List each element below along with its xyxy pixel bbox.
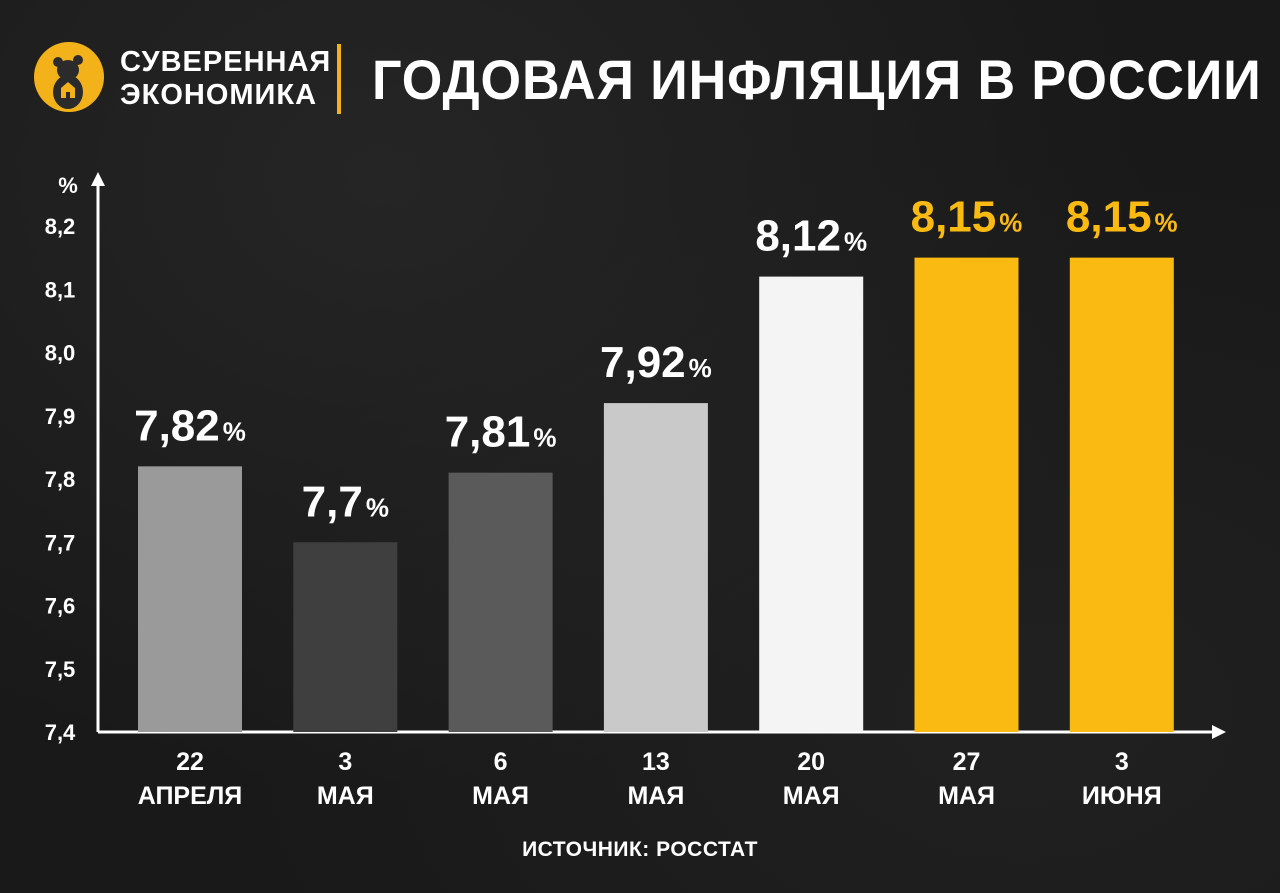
x-tick-label: 22 [176,748,204,776]
y-tick-label: 7,9 [45,404,76,429]
y-axis-unit: % [58,173,78,198]
bar [914,257,1019,732]
bar [293,542,398,732]
source-note: ИСТОЧНИК: РОССТАТ [522,838,758,861]
value-labels: 7,82 % 7,7 % 7,81 % 7,92 % 8,12% 8,15% 8,15% [134,193,1178,527]
bar-chart: % 7,47,57,67,77,87,98,08,18,2 7,82 %7,7 %7… [45,172,1226,810]
header-divider [337,44,341,114]
bar [138,466,242,732]
bars [138,257,1174,732]
brand-line-1: СУВЕРЕННАЯ [120,46,332,78]
x-tick-label: 3 [338,748,352,776]
data-label: 7,81% [445,408,557,457]
bar [448,472,553,732]
brand-name: СУВЕРЕННАЯ ЭКОНОМИКА [120,46,331,112]
bar [1069,257,1174,732]
page-title: ГОДОВАЯ ИНФЛЯЦИЯ В РОССИИ [372,48,1262,111]
y-tick-label: 7,4 [45,720,76,745]
y-axis: % [58,172,105,732]
data-label: 7,82% [134,401,246,450]
y-tick-label: 8,1 [45,277,76,302]
y-tick-label: 8,0 [45,341,76,366]
x-tick-label: 27 [953,748,981,776]
y-tick-label: 7,5 [45,657,76,682]
data-label: 8,15% [1066,193,1178,242]
x-tick-label: МАЯ [627,782,684,810]
x-tick-label: 13 [642,748,670,776]
bear-icon [53,55,83,109]
y-tick-label: 7,7 [45,530,76,555]
x-tick-label: МАЯ [317,782,374,810]
bar [759,276,864,732]
x-tick-label: ИЮНЯ [1082,782,1162,810]
data-label: 7,92% [600,338,712,387]
x-tick-label: МАЯ [472,782,529,810]
data-label: 7,7% [302,477,389,526]
x-tick-label: 6 [494,748,508,776]
y-tick-label: 7,6 [45,594,76,619]
bar [603,403,708,732]
x-tick-label: 3 [1115,748,1129,776]
data-label: 8,12% [755,212,867,261]
y-tick-label: 7,8 [45,467,76,492]
x-tick-labels: 22 АПРЕЛЯ 3 МАЯ 6 МАЯ 13 МАЯ 20 МАЯ 27 МАЯ 3 ИЮНЯ [138,748,1162,810]
x-tick-label: МАЯ [938,782,995,810]
data-label: 8,15% [911,193,1023,242]
logo [34,42,104,112]
x-tick-label: МАЯ [783,782,840,810]
brand-line-2: ЭКОНОМИКА [120,79,318,111]
x-tick-label: 20 [797,748,825,776]
x-tick-label: АПРЕЛЯ [138,782,243,810]
y-tick-label: 8,2 [45,214,76,239]
y-tick-labels: 7,4 7,5 7,6 7,7 7,8 7,9 8,0 8,1 8,2 [45,214,76,745]
